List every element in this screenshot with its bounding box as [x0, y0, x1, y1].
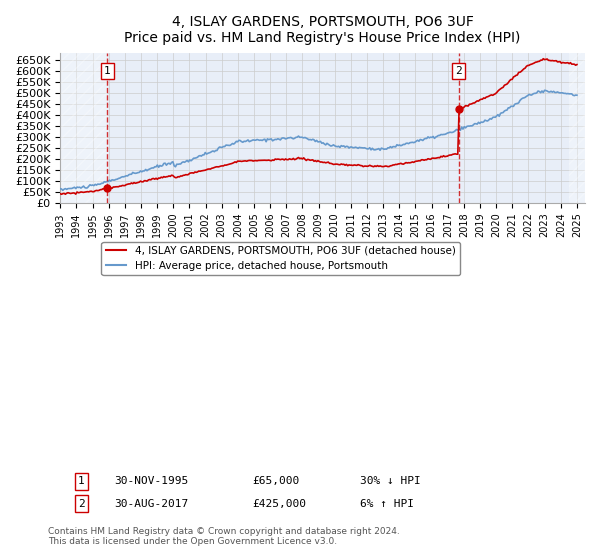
Text: 1: 1: [78, 477, 85, 487]
Text: 2: 2: [78, 499, 85, 509]
Text: 30-NOV-1995: 30-NOV-1995: [114, 477, 188, 487]
Text: Contains HM Land Registry data © Crown copyright and database right 2024.
This d: Contains HM Land Registry data © Crown c…: [48, 526, 400, 546]
Text: 30-AUG-2017: 30-AUG-2017: [114, 499, 188, 509]
Text: 6% ↑ HPI: 6% ↑ HPI: [360, 499, 414, 509]
Text: 1: 1: [104, 66, 110, 76]
Bar: [569, 53, 585, 203]
Text: 2: 2: [455, 66, 462, 76]
Title: 4, ISLAY GARDENS, PORTSMOUTH, PO6 3UF
Price paid vs. HM Land Registry's House Pr: 4, ISLAY GARDENS, PORTSMOUTH, PO6 3UF Pr…: [124, 15, 521, 45]
Text: £65,000: £65,000: [252, 477, 299, 487]
Bar: [60, 53, 107, 203]
Legend: 4, ISLAY GARDENS, PORTSMOUTH, PO6 3UF (detached house), HPI: Average price, deta: 4, ISLAY GARDENS, PORTSMOUTH, PO6 3UF (d…: [101, 242, 460, 276]
Text: 30% ↓ HPI: 30% ↓ HPI: [360, 477, 421, 487]
Text: £425,000: £425,000: [252, 499, 306, 509]
